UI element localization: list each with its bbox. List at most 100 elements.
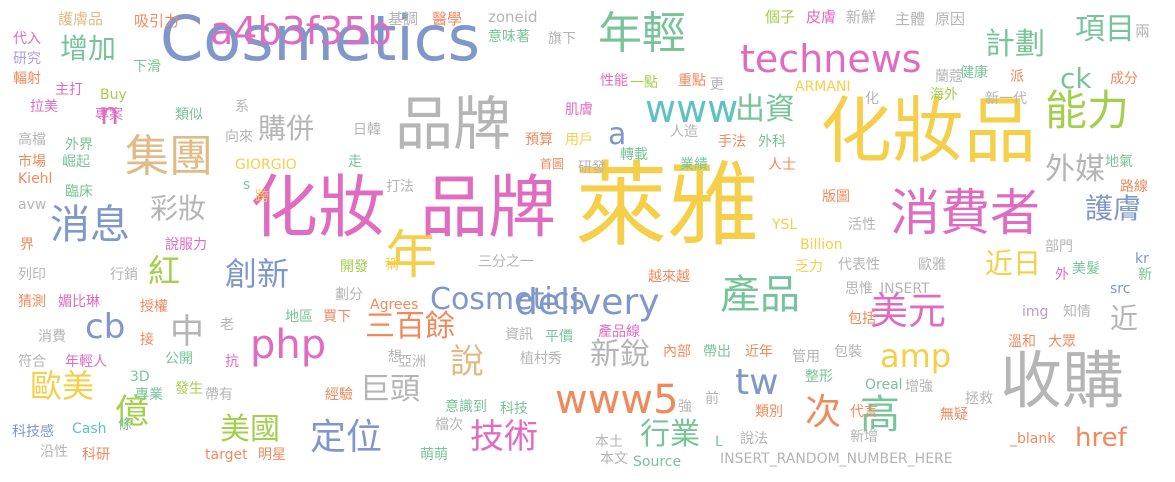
cloud-word: 肌膚 <box>565 102 593 118</box>
cloud-word: 列印 <box>18 267 46 283</box>
cloud-word: 說服力 <box>165 237 207 253</box>
cloud-word: 近年 <box>745 344 773 360</box>
cloud-word: 出資 <box>735 92 795 127</box>
cloud-word: 市場 <box>18 154 46 170</box>
cloud-word: 老 <box>220 317 234 333</box>
cloud-word: 路線 <box>1120 179 1148 195</box>
cloud-word: Cosmetics <box>430 282 585 317</box>
cloud-word: 類似 <box>175 107 203 123</box>
cloud-word: 向來 <box>225 129 253 145</box>
cloud-word: 版圖 <box>822 189 850 205</box>
cloud-word: 媚比琳 <box>58 294 100 310</box>
cloud-word: 吸引力 <box>134 12 180 30</box>
cloud-word: 技術 <box>470 417 538 457</box>
cloud-word: 新增 <box>850 429 878 445</box>
cloud-word: Agrees <box>370 297 419 313</box>
cloud-word: cb <box>85 307 126 347</box>
cloud-word: 公開 <box>165 351 193 367</box>
cloud-word: 符合 <box>18 354 46 370</box>
cloud-word: 明星 <box>258 447 286 463</box>
cloud-word: 知情 <box>1063 304 1091 320</box>
cloud-word: 美髮 <box>1072 261 1100 277</box>
cloud-word: 產品線 <box>598 324 640 340</box>
cloud-word: 外科 <box>758 134 786 150</box>
cloud-word: 接 <box>140 332 154 348</box>
cloud-word: a <box>608 117 627 152</box>
cloud-word: 行銷 <box>110 267 138 283</box>
cloud-word: 轉載 <box>620 147 648 163</box>
cloud-word: 行業 <box>640 417 700 452</box>
cloud-word: technews <box>740 37 922 81</box>
cloud-word: L <box>715 434 723 450</box>
cloud-word: 地氣 <box>1105 154 1133 170</box>
cloud-word: 集團 <box>125 131 213 182</box>
cloud-word: img <box>1022 304 1049 320</box>
cloud-word: 猜測 <box>18 294 46 310</box>
cloud-word: 年 <box>385 226 438 286</box>
cloud-word: 專業 <box>135 387 163 403</box>
cloud-word: 說 <box>450 342 484 382</box>
cloud-word: Billion <box>800 237 843 253</box>
cloud-word: 科技感 <box>12 424 54 440</box>
cloud-word: 跨 <box>255 189 269 205</box>
cloud-word: 拉美 <box>30 99 58 115</box>
cloud-word: zoneid <box>488 8 538 26</box>
cloud-word: 消息 <box>50 202 130 248</box>
cloud-word: 新鮮 <box>846 8 877 26</box>
cloud-word: www <box>645 87 739 131</box>
cloud-word: 大眾 <box>1048 334 1076 350</box>
cloud-word: 人士 <box>768 157 796 173</box>
cloud-word: 新一代 <box>985 91 1027 107</box>
cloud-word: 日韓 <box>353 122 381 138</box>
cloud-word: 化妝 <box>250 169 387 248</box>
cloud-word: 類別 <box>755 404 783 420</box>
cloud-word: 增強 <box>905 379 933 395</box>
cloud-word: 拯救 <box>965 391 993 407</box>
cloud-word: 更 <box>710 77 724 93</box>
cloud-word: 包裝 <box>834 344 862 360</box>
cloud-word: 品牌 <box>395 90 512 158</box>
cloud-word: 歐雅 <box>918 257 946 273</box>
cloud-word: 美國 <box>220 412 280 447</box>
cloud-word: 意識到 <box>445 399 487 415</box>
cloud-word: 重點 <box>678 73 706 89</box>
cloud-word: Oreal <box>865 377 903 393</box>
cloud-word: 健康 <box>960 65 988 81</box>
cloud-word: 本土 <box>595 434 623 450</box>
cloud-word: 包括 <box>848 311 876 327</box>
cloud-word: Cash <box>72 421 107 437</box>
cloud-word: 下滑 <box>133 59 161 75</box>
cloud-word: 收購 <box>1000 344 1125 417</box>
cloud-word: 派 <box>1010 69 1024 85</box>
cloud-word: 蘭蔻 <box>935 69 963 85</box>
cloud-word: 外 <box>1055 267 1069 283</box>
cloud-word: 劃分 <box>335 287 363 303</box>
cloud-word: 意味著 <box>488 29 530 45</box>
cloud-word: 平價 <box>545 329 573 345</box>
cloud-word: 帶出 <box>703 344 731 360</box>
cloud-word: 資訊 <box>505 327 533 343</box>
cloud-word: 亞洲 <box>398 354 426 370</box>
cloud-word: Buy <box>100 87 127 103</box>
cloud-word: Source <box>633 454 682 470</box>
cloud-word: 萌萌 <box>420 447 448 463</box>
cloud-word: 沿性 <box>40 444 68 460</box>
cloud-word: 系 <box>235 99 249 115</box>
cloud-word: 高 <box>860 392 900 438</box>
cloud-word: src <box>1110 281 1131 297</box>
cloud-word: 近日 <box>985 247 1042 280</box>
cloud-word: 三分之一 <box>478 254 534 270</box>
cloud-word: 新銳 <box>590 337 650 372</box>
cloud-word: 經驗 <box>325 387 353 403</box>
cloud-word: 年輕 <box>598 8 686 59</box>
cloud-word: ck <box>1060 62 1092 95</box>
cloud-word: 管用 <box>792 349 820 365</box>
cloud-word: 彩妝 <box>150 192 207 225</box>
cloud-word: 開發 <box>340 259 368 275</box>
cloud-word: 品牌 <box>420 169 557 248</box>
cloud-word: 海外 <box>930 87 958 103</box>
cloud-word: 代表性 <box>838 257 880 273</box>
cloud-word: target <box>205 447 248 463</box>
cloud-word: 基調 <box>388 10 419 28</box>
